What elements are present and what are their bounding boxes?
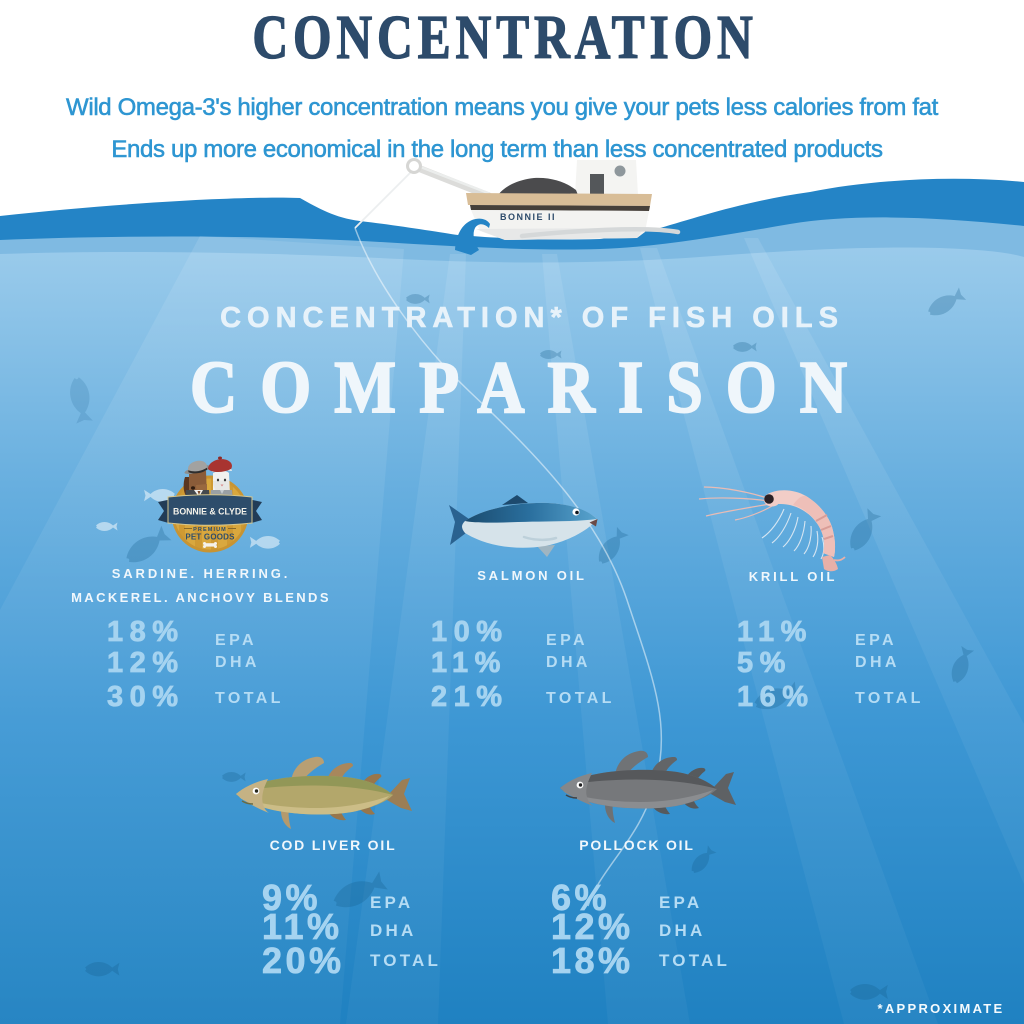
svg-text:BONNIE & CLYDE: BONNIE & CLYDE: [173, 507, 247, 518]
svg-text:PET GOODS: PET GOODS: [185, 533, 235, 542]
svg-text:PREMIUM: PREMIUM: [193, 527, 227, 533]
svg-text:BONNIE II: BONNIE II: [500, 212, 556, 222]
